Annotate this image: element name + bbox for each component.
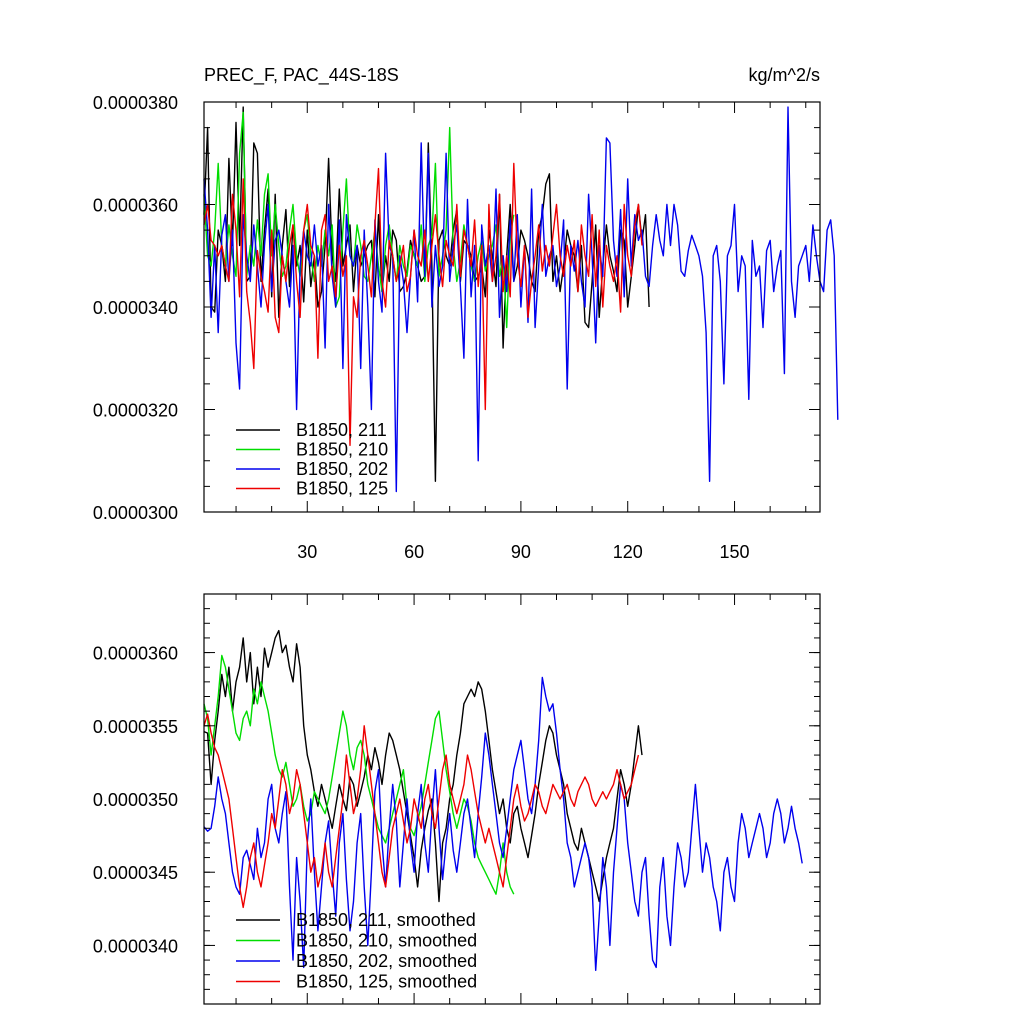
y-tick-label: 0.0000350	[93, 790, 178, 810]
chart-title: PREC_F, PAC_44S-18S	[204, 65, 399, 86]
y-tick-label: 0.0000360	[93, 644, 178, 664]
legend-label: B1850, 125	[296, 479, 388, 499]
y-tick-label: 0.0000360	[93, 196, 178, 216]
series-line-3	[203, 106, 839, 493]
legend-label: B1850, 202	[296, 459, 388, 479]
y-tick-label: 0.0000380	[93, 93, 178, 113]
legend-label: B1850, 202, smoothed	[296, 951, 477, 971]
legend-label: B1850, 125, smoothed	[296, 972, 477, 992]
y-tick-label: 0.0000340	[93, 298, 178, 318]
x-tick-label: 150	[720, 542, 750, 562]
x-tick-label: 120	[613, 542, 643, 562]
legend-label: B1850, 210, smoothed	[296, 931, 477, 951]
y-tick-label: 0.0000340	[93, 936, 178, 956]
y-tick-label: 0.0000345	[93, 863, 178, 883]
legend-label: B1850, 210	[296, 440, 388, 460]
x-tick-label: 60	[404, 542, 424, 562]
plot-frame-smoothed	[203, 593, 821, 1005]
series-line-4	[203, 713, 640, 909]
series-line-4	[203, 162, 643, 447]
units-label: kg/m^2/s	[749, 65, 820, 85]
y-tick-label: 0.0000355	[93, 717, 178, 737]
x-tick-label: 30	[297, 542, 317, 562]
series-line-3	[203, 676, 803, 971]
panel-top: PREC_F, PAC_44S-18S kg/m^2/s B1850, 211B…	[93, 65, 839, 562]
series-line-1	[203, 629, 643, 903]
legend-label: B1850, 211	[296, 420, 387, 440]
series-line-1	[203, 106, 650, 482]
y-tick-label: 0.0000300	[93, 503, 178, 523]
series-line-2	[203, 654, 515, 895]
x-tick-label: 90	[511, 542, 531, 562]
y-tick-label: 0.0000320	[93, 401, 178, 421]
legend-label: B1850, 211, smoothed	[296, 910, 476, 930]
plot-frame	[203, 101, 821, 513]
